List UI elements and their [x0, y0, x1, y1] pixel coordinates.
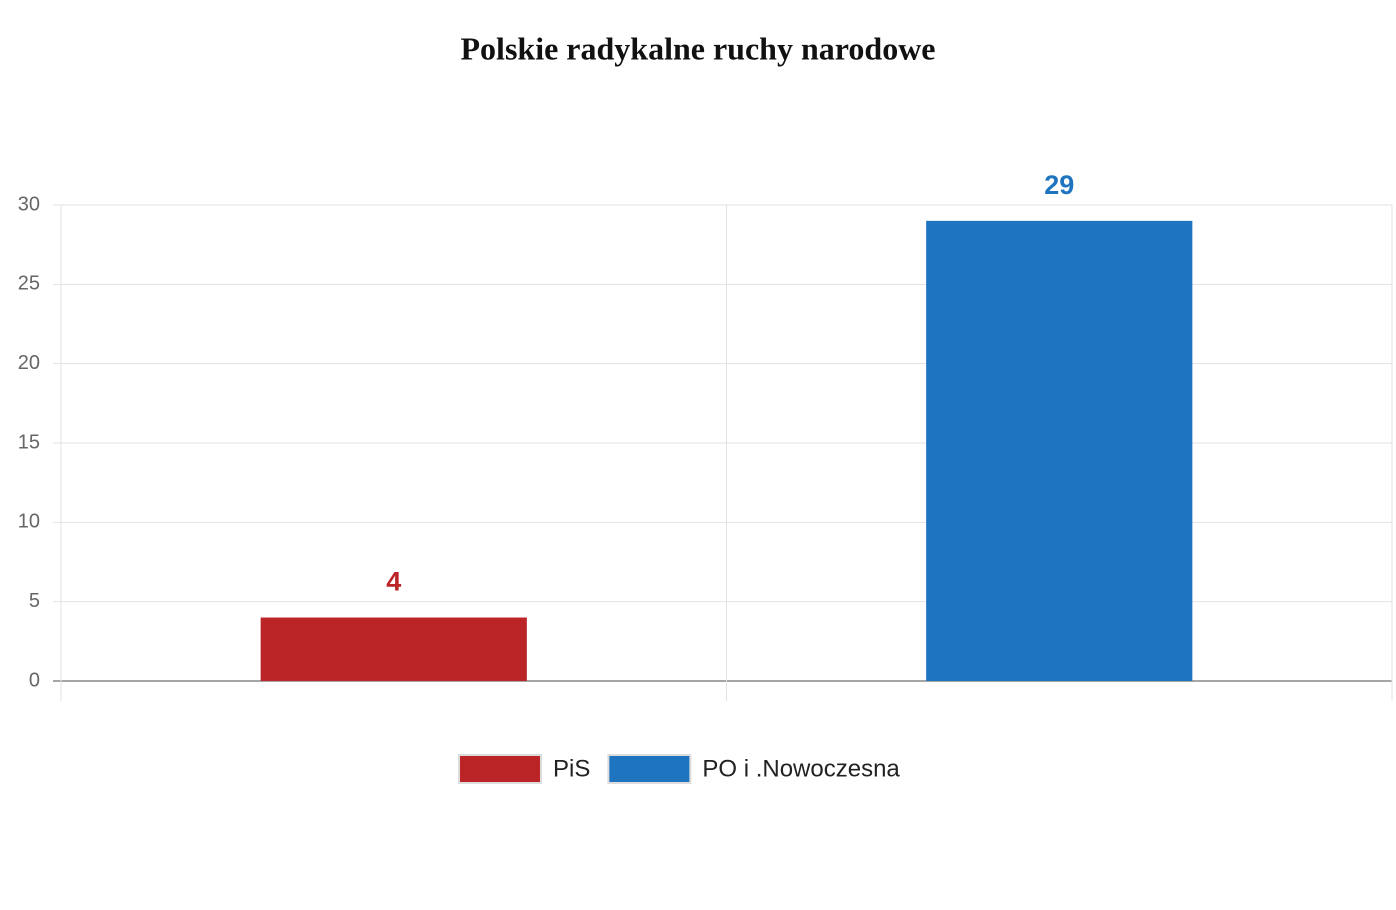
bar	[260, 617, 527, 681]
y-tick-label: 30	[18, 193, 40, 215]
y-tick-label: 20	[18, 352, 40, 374]
legend-label: PO i .Nowoczesna	[702, 755, 900, 782]
legend-label: PiS	[553, 755, 590, 782]
legend-swatch	[458, 754, 542, 784]
bar	[926, 220, 1193, 681]
value-label: 4	[386, 567, 401, 597]
y-tick-label: 25	[18, 273, 40, 295]
y-tick-label: 0	[29, 669, 40, 691]
value-label: 29	[1044, 170, 1074, 200]
y-tick-label: 10	[18, 511, 40, 533]
legend-swatch	[607, 754, 692, 784]
y-tick-label: 15	[18, 431, 40, 453]
y-tick-label: 5	[29, 590, 40, 612]
chart-title: Polskie radykalne ruchy narodowe	[461, 30, 936, 66]
